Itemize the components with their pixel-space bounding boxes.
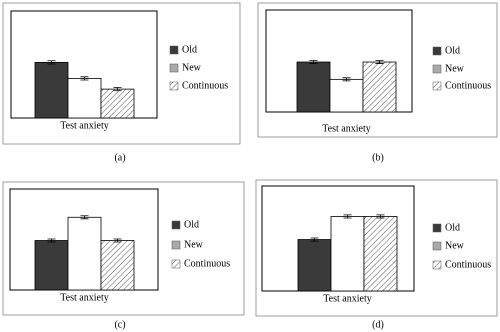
legend-label: Old: [445, 222, 460, 233]
bar: [34, 240, 69, 291]
legend-label: Continuous: [445, 80, 491, 91]
error-bar: [47, 60, 56, 65]
legend-swatch: [432, 223, 442, 233]
panel-border: [255, 179, 498, 317]
bar: [329, 78, 364, 113]
error-bar: [310, 237, 319, 242]
legend-label: Continuous: [184, 258, 230, 269]
error-bar: [309, 60, 318, 64]
error-bar: [342, 77, 351, 82]
legend-label: New: [182, 62, 202, 73]
bar: [296, 61, 331, 113]
panel-caption: (d): [372, 319, 384, 330]
legend-label: New: [445, 63, 465, 74]
legend-swatch: [171, 220, 181, 230]
legend-swatch: [432, 81, 442, 91]
panel-caption: (b): [372, 152, 384, 163]
error-bar: [80, 76, 89, 81]
x-axis-label: Test anxiety: [60, 120, 108, 131]
error-bar: [113, 87, 122, 92]
x-axis-label: Test anxiety: [60, 292, 108, 303]
legend-label: Old: [184, 219, 199, 230]
bar: [363, 216, 398, 292]
legend-label: Old: [445, 45, 460, 56]
legend-swatch: [171, 240, 181, 250]
x-axis-label: Test anxiety: [322, 123, 370, 134]
legend-swatch: [432, 64, 442, 74]
legend-swatch: [169, 81, 179, 91]
bar: [100, 88, 135, 119]
bar: [330, 216, 365, 292]
legend-swatch: [169, 63, 179, 73]
legend-label: Old: [182, 44, 197, 55]
bar: [34, 61, 69, 119]
legend-label: Continuous: [182, 80, 228, 91]
panel-caption: (c): [114, 319, 125, 330]
legend-swatch: [432, 46, 442, 56]
panel-border: [2, 2, 241, 145]
panel-caption: (a): [114, 152, 125, 163]
error-bar: [375, 60, 384, 64]
legend-swatch: [169, 45, 179, 55]
panel-border: [2, 181, 245, 316]
legend-label: Continuous: [445, 259, 491, 270]
legend-label: New: [445, 240, 465, 251]
error-bar: [47, 238, 56, 243]
bar: [100, 240, 135, 291]
legend-swatch: [432, 241, 442, 251]
x-axis-label: Test anxiety: [323, 293, 371, 304]
error-bar: [113, 238, 122, 243]
error-bar: [343, 214, 352, 219]
error-bar: [80, 215, 89, 220]
legend-label: New: [184, 239, 204, 250]
bar: [362, 61, 397, 113]
panel-border: [257, 2, 498, 138]
bar: [67, 216, 102, 291]
bar: [297, 239, 332, 292]
legend-swatch: [171, 259, 181, 269]
bar: [67, 78, 102, 119]
legend-swatch: [432, 260, 442, 270]
error-bar: [376, 214, 385, 219]
